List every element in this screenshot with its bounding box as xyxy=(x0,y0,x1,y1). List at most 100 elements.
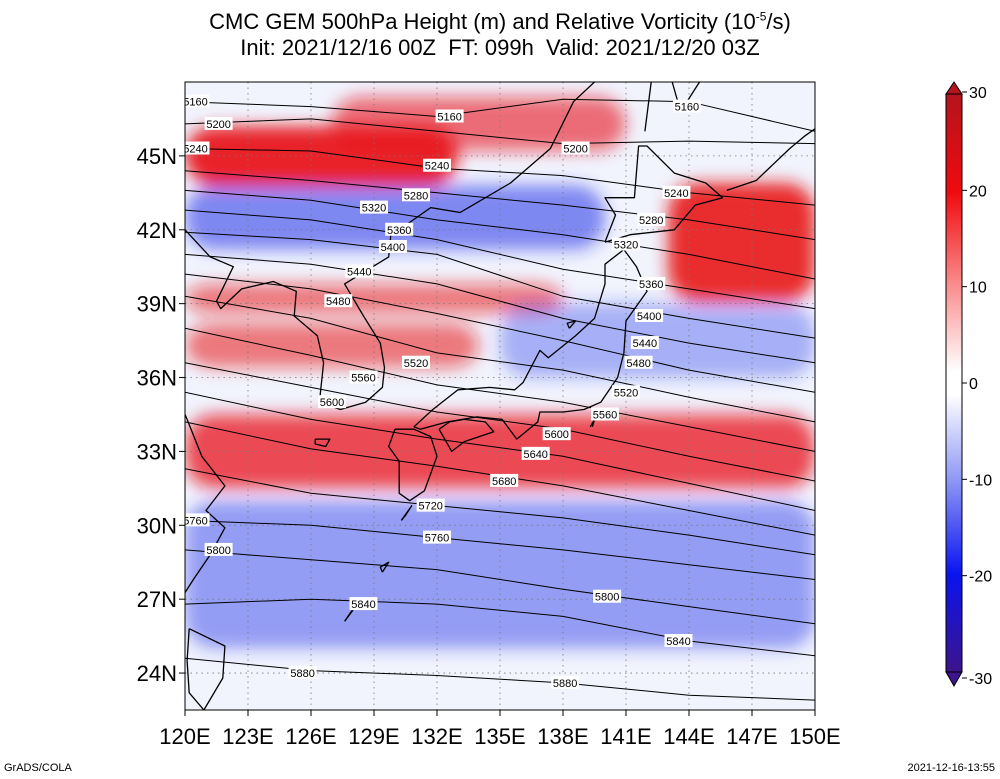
colorbar-tick-label: 10 xyxy=(969,280,987,297)
contour-label-box xyxy=(318,395,346,409)
contour-label: 5520 xyxy=(402,355,430,370)
contour-label: 5760 xyxy=(423,530,451,545)
height-contour-5520 xyxy=(185,295,815,423)
contour-label-text: 5800 xyxy=(206,545,230,557)
contour-label-box xyxy=(385,222,414,236)
lon-tick-label: 129E xyxy=(348,724,399,749)
contour-label: 5160 xyxy=(435,109,464,123)
contour-label-box xyxy=(612,237,640,251)
contour-label-box xyxy=(204,542,233,556)
contour-label-text: 5480 xyxy=(626,358,650,370)
height-contour-5400 xyxy=(185,231,815,339)
contour-label-box xyxy=(593,589,622,603)
lon-tick-label: 147E xyxy=(726,724,777,749)
coastline xyxy=(379,561,390,573)
lat-tick-label: 36N xyxy=(137,366,177,391)
contour-label-box xyxy=(521,446,550,460)
contour-label-box xyxy=(672,99,701,113)
contour-label: 5280 xyxy=(637,212,666,227)
colorbar-bottom-arrow xyxy=(945,671,963,688)
lat-tick-label: 33N xyxy=(137,439,177,464)
height-contour-5560 xyxy=(185,327,815,452)
contour-label-text: 5160 xyxy=(183,97,207,109)
contour-label-box xyxy=(402,355,430,369)
coastline xyxy=(185,414,226,609)
contour-label: 5800 xyxy=(593,589,622,604)
vorticity-band-negative xyxy=(185,500,815,649)
contour-label-text: 5240 xyxy=(664,188,688,200)
contour-label-text: 5360 xyxy=(639,279,663,291)
contour-label-box xyxy=(630,336,659,350)
contour-label-box xyxy=(349,370,378,384)
lon-tick-label: 120E xyxy=(159,724,210,749)
contour-label-text: 5240 xyxy=(183,143,207,155)
contour-label: 5280 xyxy=(402,188,430,202)
contour-label: 5160 xyxy=(183,94,210,109)
contour-label-text: 5200 xyxy=(563,143,587,155)
contour-label: 5680 xyxy=(490,473,519,488)
contour-label: 5440 xyxy=(630,336,659,350)
contour-label-box xyxy=(423,530,451,544)
contour-label-text: 5600 xyxy=(544,429,568,441)
contour-label-text: 5720 xyxy=(418,501,442,513)
contour-label: 5200 xyxy=(561,141,590,155)
lon-tick-label: 135E xyxy=(474,724,525,749)
contour-label: 5400 xyxy=(635,308,664,323)
lon-tick-label: 126E xyxy=(285,724,336,749)
contour-label: 5720 xyxy=(416,498,445,513)
contour-label-text: 5320 xyxy=(362,203,386,215)
height-contour-5760 xyxy=(185,519,815,580)
height-contour-5440 xyxy=(185,253,815,364)
contour-label-text: 5440 xyxy=(347,267,371,279)
contour-label-text: 5560 xyxy=(593,409,617,421)
height-contour-5720 xyxy=(185,468,815,556)
contour-label-text: 5560 xyxy=(351,373,375,385)
coastline xyxy=(604,145,724,243)
lon-tick-label: 132E xyxy=(411,724,462,749)
contour-label-box xyxy=(360,200,388,214)
contour-label-text: 5520 xyxy=(404,358,428,370)
contour-label: 5840 xyxy=(349,597,378,611)
contour-label-text: 5840 xyxy=(351,599,375,611)
vorticity-band-positive xyxy=(332,96,626,151)
contour-label-text: 5880 xyxy=(290,668,314,680)
coastline xyxy=(314,438,331,448)
contour-label-text: 5400 xyxy=(381,242,405,254)
chart-title: CMC GEM 500hPa Height (m) and Relative V… xyxy=(0,9,1000,35)
contour-label-box xyxy=(561,141,590,155)
contour-label-box xyxy=(185,94,210,108)
height-contour-5320 xyxy=(185,189,815,280)
contour-label: 5800 xyxy=(204,542,233,557)
contour-label-text: 5200 xyxy=(206,119,230,131)
height-contour-5360 xyxy=(185,209,815,310)
contour-label: 5520 xyxy=(612,385,640,399)
vorticity-band-positive xyxy=(185,283,563,314)
colorbar-top-arrow xyxy=(945,81,963,95)
contour-label-box xyxy=(204,116,233,130)
lon-tick-label: 138E xyxy=(537,724,588,749)
vorticity-band-positive xyxy=(668,182,815,302)
colorbar-tick-label: -10 xyxy=(969,472,992,489)
coastline xyxy=(566,320,577,329)
contour-label: 5360 xyxy=(385,222,414,237)
lat-tick-label: 27N xyxy=(137,587,177,612)
contour-label-text: 5240 xyxy=(425,161,449,173)
contour-label-box xyxy=(591,407,619,421)
contour-label: 5360 xyxy=(637,276,666,291)
vorticity-band-positive xyxy=(185,323,479,368)
contour-label: 5840 xyxy=(664,634,693,648)
contour-label-box xyxy=(185,513,210,527)
lon-tick-label: 123E xyxy=(222,724,273,749)
contour-label-box xyxy=(435,109,464,123)
lat-tick-label: 39N xyxy=(137,292,177,317)
colorbar-gradient xyxy=(945,93,963,673)
contour-label-box xyxy=(624,355,653,369)
height-contour-5840 xyxy=(185,598,815,657)
colorbar-tick-label: -20 xyxy=(969,569,992,586)
coastline xyxy=(186,628,226,710)
contour-label-box xyxy=(664,634,693,648)
contour-label: 5760 xyxy=(185,513,210,527)
lat-tick-label: 42N xyxy=(137,218,177,243)
title-superscript: -5 xyxy=(755,9,767,24)
